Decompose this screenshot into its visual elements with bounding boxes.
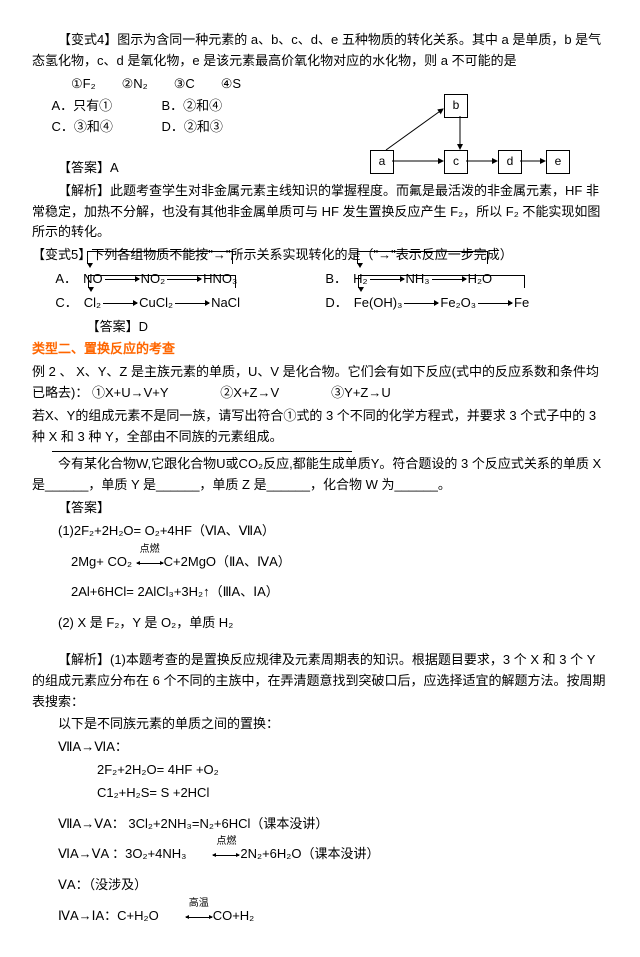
loop-arrow-icon <box>88 275 236 288</box>
group-4a-1a: ⅣA→ⅠA：C+H₂O高温CO+H₂ <box>32 906 608 927</box>
example2-condition: 若X、Y的组成元素不是同一族，请写出符合①式的 3 个不同的化学方程式，并要求 … <box>32 406 608 448</box>
equation-5: 2F₂+2H₂O= 4HF +O₂ <box>32 760 608 781</box>
group-7a-5a: ⅦA→ⅤA： 3Cl₂+2NH₃=N₂+6HCl（课本没讲） <box>32 814 608 835</box>
equation-4: (2) X 是 F₂，Y 是 O₂，单质 H₂ <box>32 613 608 634</box>
eq-6a5a-post: 2N₂+6H₂O（课本没讲） <box>240 846 379 861</box>
loop-arrow-icon <box>358 275 525 288</box>
equation-3: 2Al+6HCl= 2AlCl₃+3H₂↑（ⅢA、ⅠA） <box>32 582 608 603</box>
option-d: D．②和③ <box>162 117 223 138</box>
eq-6a5a-pre: ⅥA→ⅤA ：3O₂+4NH₃ <box>58 846 186 861</box>
species: Fe₂O₃ <box>440 293 476 314</box>
species: CuCl₂ <box>139 293 173 314</box>
variant5-answer: 【答案】D <box>32 317 608 338</box>
equation-6: C1₂+H₂S= S +2HCl <box>32 783 608 804</box>
choice-b-label: B． <box>325 269 347 290</box>
variant4-explain: 【解析】此题考查学生对非金属元素主线知识的掌握程度。而氟是最活泼的非金属元素，H… <box>32 181 608 243</box>
equation-2: 2Mg+ CO₂ 点燃C+2MgO（ⅡA、ⅣA） <box>32 552 608 573</box>
loop-arrow-icon <box>357 251 488 264</box>
eq2-post: C+2MgO（ⅡA、ⅣA） <box>164 554 291 569</box>
arrow-icon <box>103 303 137 304</box>
species: Cl₂ <box>84 293 101 314</box>
condition-label: 点燃 <box>190 834 236 850</box>
group-5a: ⅤA：（没涉及） <box>32 875 608 896</box>
example2-stem: 例 2 、 X、Y、Z 是主族元素的单质，U、V 是化合物。它们会有如下反应(式… <box>32 362 608 404</box>
eq-4a1a-post: CO+H₂ <box>213 908 255 923</box>
option-c: C．③和④ <box>52 117 162 138</box>
condition-label: 点燃 <box>140 542 160 558</box>
reaction-arrow-icon <box>137 563 163 564</box>
condition-label: 高温 <box>163 896 209 912</box>
species: NaCl <box>211 293 240 314</box>
eq-4a1a-pre: ⅣA→ⅠA：C+H₂O <box>58 908 159 923</box>
loop-arrow-icon <box>87 251 233 264</box>
diagram-arrows <box>370 94 570 179</box>
option-b: B．②和④ <box>162 96 223 117</box>
choice-a-label: A． <box>55 269 77 290</box>
example2-question2: 今有某化合物W,它跟化合物U或CO₂反应,都能生成单质Y。符合题设的 3 个反应… <box>32 454 608 496</box>
variant4-title: 【变式4】图示为含同一种元素的 a、b、c、d、e 五种物质的转化关系。其中 a… <box>32 30 608 72</box>
species: Fe <box>514 293 529 314</box>
option-a: A．只有① <box>52 96 162 117</box>
choice-d: D． Fe(OH)₃ Fe₂O₃ Fe <box>325 293 595 314</box>
group-7a-6a: ⅦA→ⅥA： <box>32 737 608 758</box>
arrow-icon <box>175 303 209 304</box>
species: Fe(OH)₃ <box>354 293 403 314</box>
section2-header: 类型二、置换反应的考查 <box>32 339 608 360</box>
example2-explain: 【解析】(1)本题考查的是置换反应规律及元素周期表的知识。根据题目要求，3 个 … <box>32 650 608 712</box>
variant4-choices: ①F₂ ②N₂ ③C ④S <box>32 74 608 95</box>
choice-c-label: C． <box>55 293 77 314</box>
explain-line1: 以下是不同族元素的单质之间的置换： <box>32 714 608 735</box>
equation-1: (1)2F₂+2H₂O= O₂+4HF（ⅥA、ⅦA） <box>32 521 608 542</box>
choice-d-label: D． <box>325 293 347 314</box>
transform-diagram: b a c d e <box>370 94 570 179</box>
example2-answer-label: 【答案】 <box>32 498 608 519</box>
arrow-icon <box>404 303 438 304</box>
choice-c: C． Cl₂ CuCl₂ NaCl <box>55 293 325 314</box>
arrow-icon <box>478 303 512 304</box>
reaction-arrow-icon <box>213 855 239 856</box>
group-6a-5a: ⅥA→ⅤA ：3O₂+4NH₃点燃2N₂+6H₂O（课本没讲） <box>32 844 608 865</box>
divider-line <box>52 451 352 452</box>
reaction-arrow-icon <box>186 917 212 918</box>
eq2-pre: 2Mg+ CO₂ <box>71 554 136 569</box>
